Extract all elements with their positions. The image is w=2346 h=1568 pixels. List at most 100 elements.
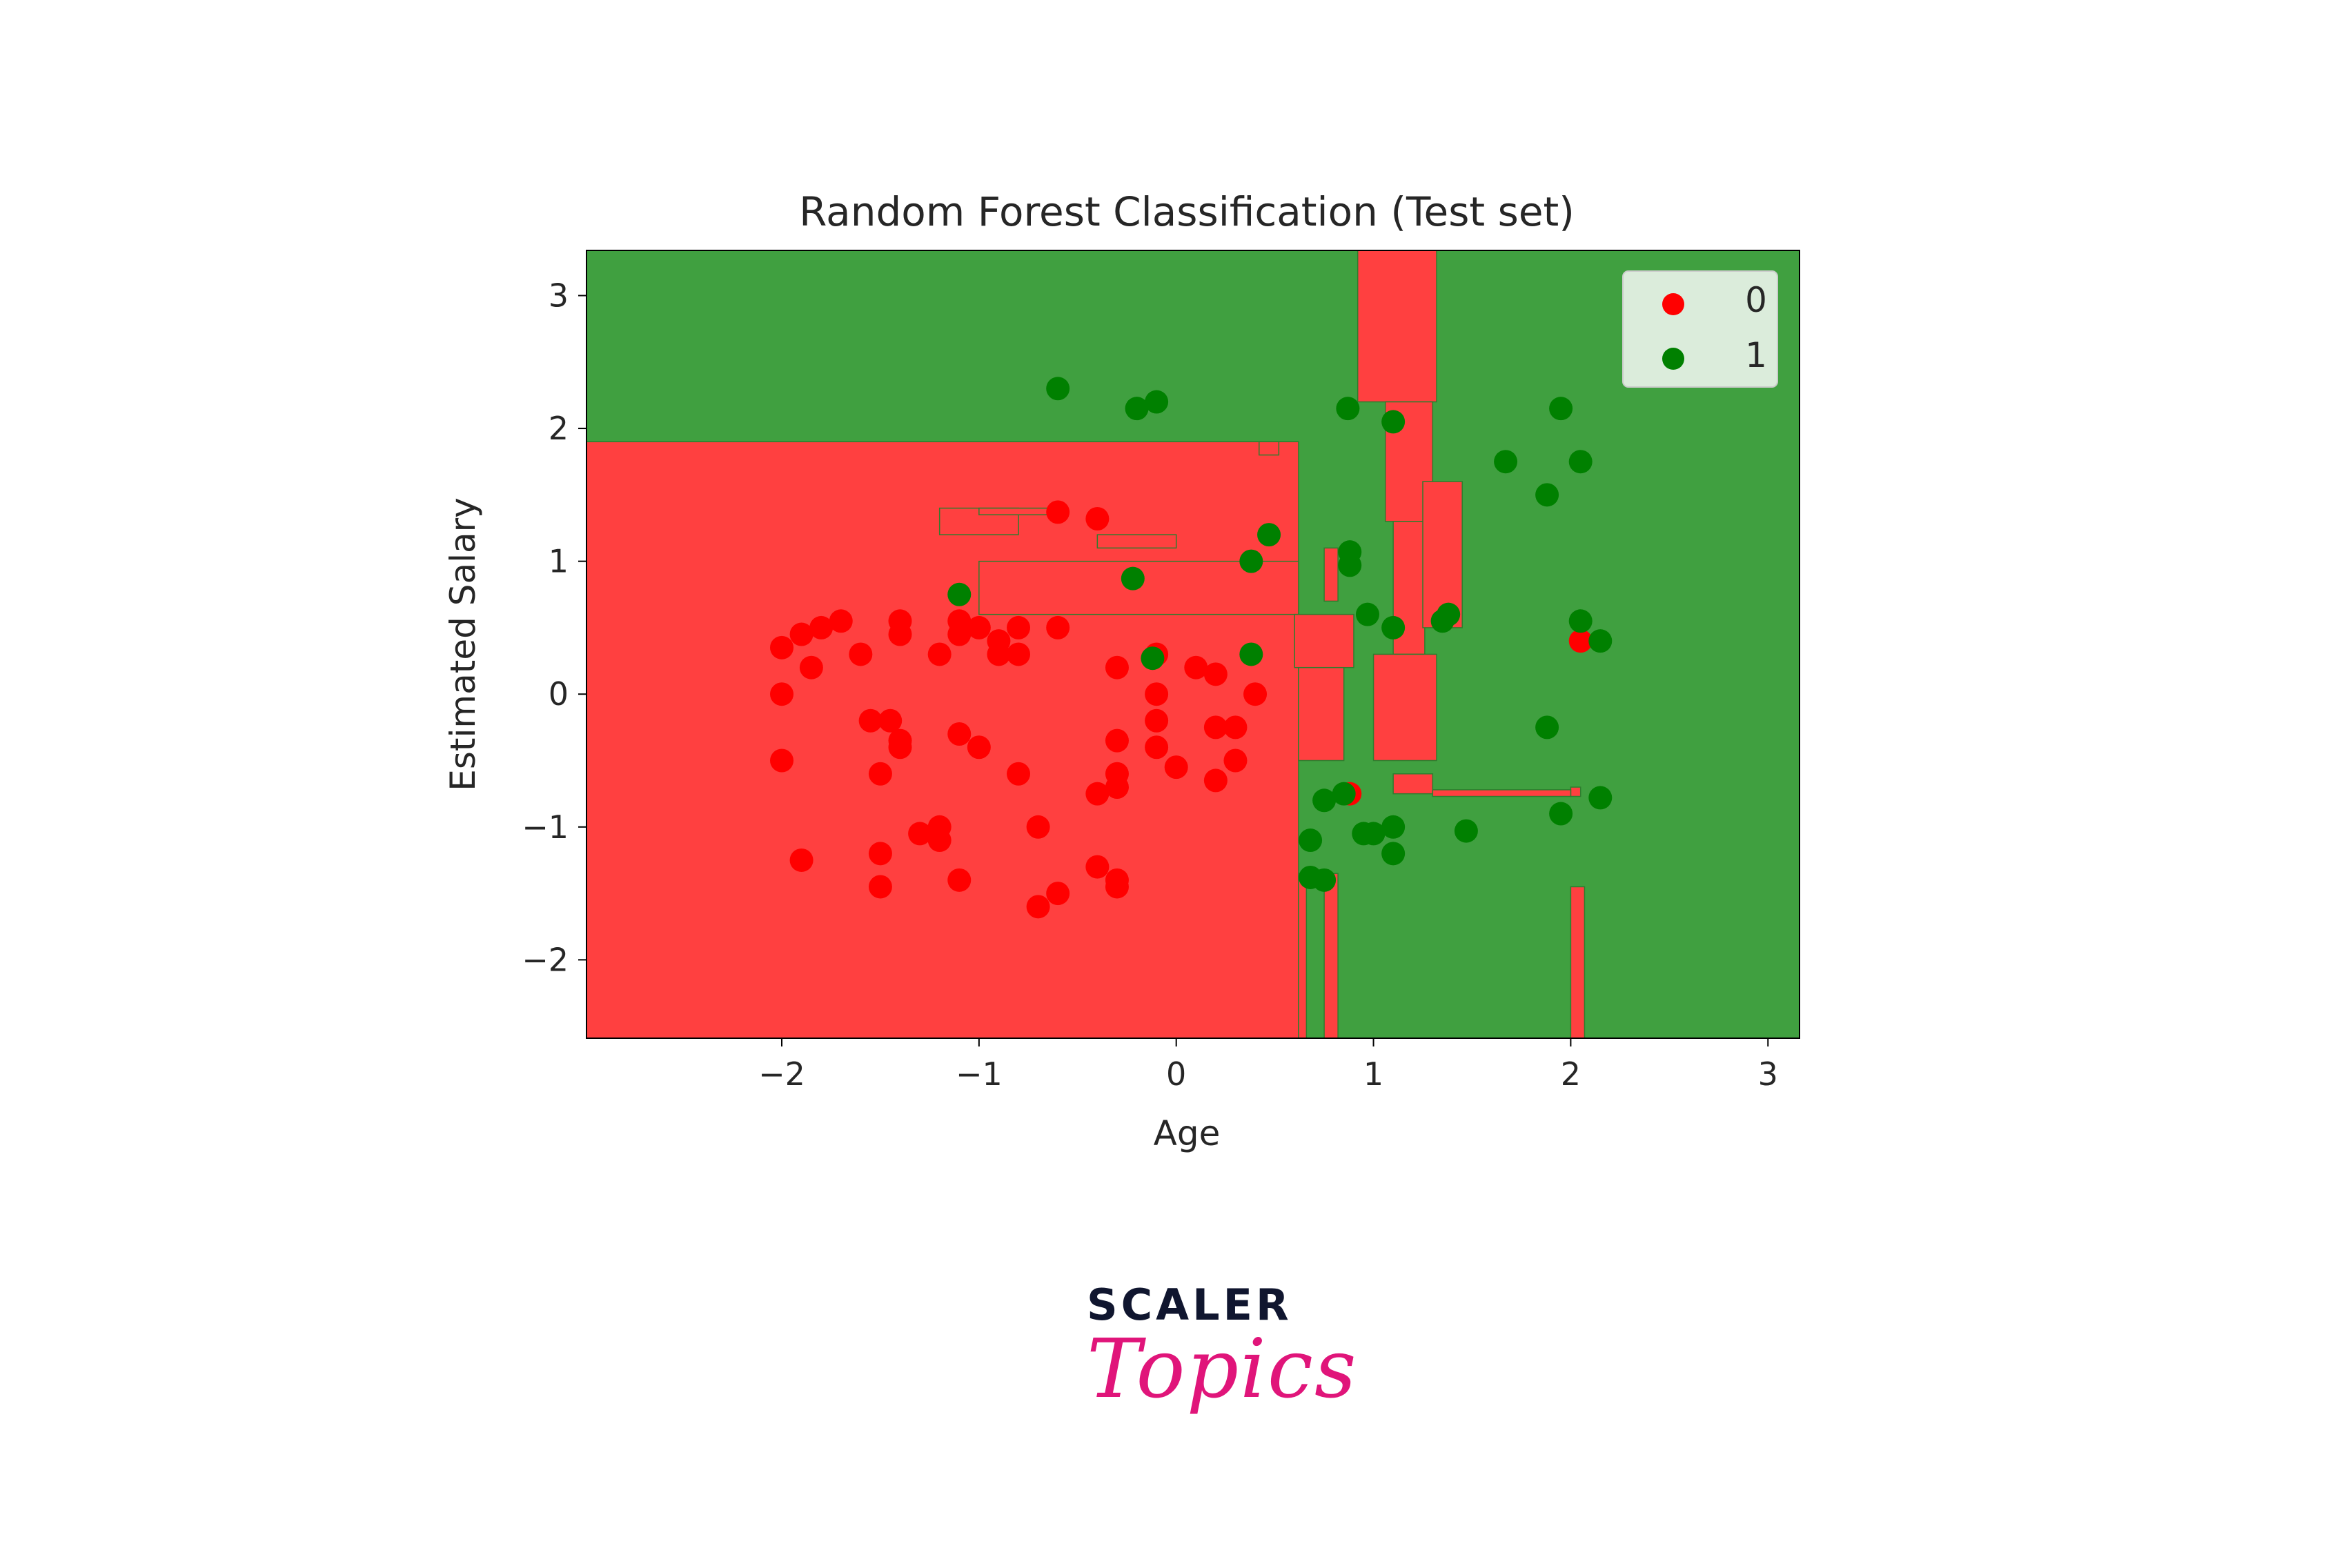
point-class-0-8	[888, 622, 912, 646]
point-class-1-24	[1312, 788, 1337, 813]
point-class-1-35	[1352, 822, 1376, 846]
region-class-0-13	[1372, 653, 1437, 762]
point-class-1-21	[1141, 646, 1165, 671]
region-class-0-18	[1570, 786, 1581, 797]
point-class-1-18	[1568, 609, 1593, 633]
point-class-0-42	[1105, 775, 1129, 800]
point-class-0-43	[1105, 728, 1129, 753]
point-class-1-32	[1588, 786, 1613, 810]
point-class-0-17	[1046, 615, 1070, 639]
x-axis-label: Age	[1154, 1113, 1221, 1153]
point-class-1-8	[1568, 450, 1593, 474]
legend-label-0: 0	[1745, 280, 1767, 320]
region-class-0-8	[1259, 441, 1280, 456]
point-class-1-5	[1549, 397, 1573, 421]
x-tick-label-4: 2	[1561, 1055, 1581, 1093]
x-tick-label-1: −1	[956, 1055, 1003, 1093]
y-tick-label-4: 2	[549, 410, 569, 447]
point-class-0-1	[789, 622, 814, 646]
point-class-1-14	[1355, 602, 1379, 626]
point-class-0-37	[1085, 855, 1110, 879]
point-class-0-36	[1046, 882, 1070, 906]
point-class-1-4	[1381, 410, 1406, 434]
region-class-0-6	[978, 507, 1058, 515]
point-class-1-6	[1494, 450, 1518, 474]
point-class-1-31	[1549, 802, 1573, 826]
point-class-0-60	[1568, 629, 1593, 653]
y-tick-label-5: 3	[549, 277, 569, 314]
x-tick-label-2: 0	[1166, 1055, 1186, 1093]
region-class-0-14	[1422, 481, 1463, 628]
point-class-0-6	[849, 642, 873, 666]
point-class-1-29	[1381, 842, 1406, 866]
region-class-0-7	[1096, 534, 1177, 549]
point-class-0-24	[888, 735, 912, 760]
point-class-1-22	[1239, 642, 1263, 666]
point-class-1-10	[1257, 523, 1281, 547]
point-class-0-4	[799, 655, 823, 679]
point-class-0-51	[1203, 662, 1228, 686]
point-class-0-44	[1105, 655, 1129, 679]
point-class-0-55	[1203, 768, 1228, 793]
region-class-0-4	[1298, 666, 1345, 762]
region-class-0-0	[586, 441, 1299, 1038]
y-tick-label-1: −1	[522, 808, 569, 846]
point-class-1-1	[1125, 397, 1149, 421]
point-class-1-34	[1312, 868, 1337, 892]
region-class-0-16	[1323, 873, 1339, 1038]
point-class-1-11	[1121, 566, 1145, 591]
region-class-0-19	[1432, 789, 1572, 797]
region-class-0-9	[1323, 547, 1339, 602]
point-class-0-53	[1223, 715, 1248, 740]
x-axis: −2 −1 0 1 2 3	[758, 1038, 1778, 1093]
point-class-1-7	[1535, 483, 1559, 507]
x-tick-label-0: −2	[758, 1055, 805, 1093]
point-class-1-3	[1336, 397, 1360, 421]
point-class-0-27	[967, 735, 991, 760]
point-class-0-28	[908, 822, 932, 846]
point-class-0-39	[1105, 875, 1129, 899]
point-class-0-49	[1164, 755, 1188, 780]
y-tick-label-2: 0	[549, 675, 569, 713]
point-class-0-30	[927, 828, 952, 853]
point-class-1-20	[947, 582, 972, 606]
point-class-0-9	[927, 642, 952, 666]
point-class-0-11	[967, 615, 991, 639]
legend-marker-0	[1662, 293, 1684, 315]
point-class-1-19	[1588, 629, 1613, 653]
point-class-1-0	[1046, 377, 1070, 401]
y-tick-label-0: −2	[522, 941, 569, 978]
point-class-0-18	[769, 748, 793, 773]
point-class-1-15	[1381, 615, 1406, 639]
point-class-1-23	[1535, 715, 1559, 740]
x-tick-label-5: 3	[1758, 1055, 1778, 1093]
point-class-0-12	[947, 622, 972, 646]
legend-box	[1622, 270, 1778, 388]
scaler-topics-logo: SCALER Topics	[1087, 1280, 1357, 1452]
point-class-0-14	[1007, 615, 1031, 639]
region-class-0-1	[1298, 873, 1308, 1038]
point-class-0-50	[1184, 655, 1208, 679]
point-class-0-54	[1223, 748, 1248, 773]
legend-label-1: 1	[1745, 335, 1767, 375]
scatter-points	[769, 377, 1613, 919]
point-class-0-47	[1145, 708, 1169, 733]
point-class-1-9	[1239, 549, 1263, 573]
point-class-0-56	[1243, 682, 1268, 706]
decision-regions	[586, 250, 1800, 1038]
region-class-0-10	[1357, 250, 1437, 403]
point-class-1-26	[1299, 828, 1323, 853]
point-class-0-16	[1007, 642, 1031, 666]
point-class-0-34	[1026, 815, 1050, 839]
region-class-0-17	[1570, 886, 1586, 1038]
region-class-0-15	[1392, 773, 1434, 795]
point-class-0-52	[1203, 715, 1228, 740]
point-class-0-35	[1026, 895, 1050, 919]
point-class-1-28	[1381, 815, 1406, 839]
point-class-0-5	[769, 682, 793, 706]
point-class-0-40	[1085, 782, 1110, 806]
x-tick-label-3: 1	[1363, 1055, 1383, 1093]
point-class-0-21	[858, 708, 883, 733]
legend: 0 1	[1622, 270, 1778, 388]
